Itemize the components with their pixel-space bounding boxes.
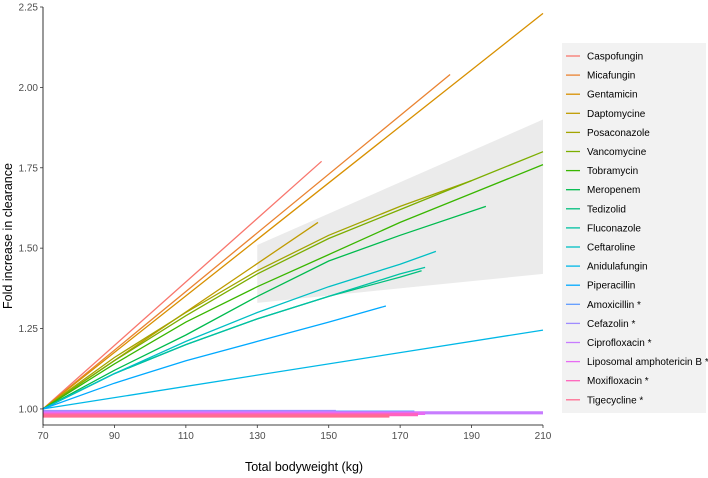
x-axis-title: Total bodyweight (kg) xyxy=(245,460,363,474)
legend-label-11: Ceftaroline xyxy=(587,243,636,254)
y-tick-label: 2.00 xyxy=(19,83,39,94)
y-tick-label: 1.75 xyxy=(19,163,39,174)
legend-label-14: Amoxicillin * xyxy=(587,300,641,311)
legend-label-18: Moxifloxacin * xyxy=(587,376,649,387)
legend: Caspofungin Micafungin Gentamicin Daptomyci… xyxy=(566,52,708,406)
legend-label-4: Daptomycine xyxy=(587,109,646,120)
legend-label-3: Gentamicin xyxy=(587,90,638,101)
series-line-7 xyxy=(42,163,544,410)
y-tick-label: 2.25 xyxy=(19,3,39,14)
reference-band-layer xyxy=(257,119,543,303)
series-line-5 xyxy=(42,179,472,410)
legend-label-17: Liposomal amphotericin B * xyxy=(587,357,708,368)
y-tick-label: 1.00 xyxy=(19,404,39,415)
x-tick-layer: 70 90 110 130 150 170 190 210 xyxy=(37,425,552,442)
legend-panel xyxy=(562,43,706,413)
series-line-12 xyxy=(42,329,544,410)
x-tick-label: 70 xyxy=(37,431,49,442)
series-line-3 xyxy=(42,12,544,410)
y-axis-title: Fold increase in clearance xyxy=(1,163,15,309)
legend-label-19: Tigecycline * xyxy=(587,395,643,406)
y-tick-label: 1.50 xyxy=(19,244,39,255)
legend-label-2: Micafungin xyxy=(587,71,635,82)
legend-label-12: Anidulafungin xyxy=(587,262,648,273)
series-line-13 xyxy=(42,305,387,410)
x-tick-label: 90 xyxy=(109,431,121,442)
x-tick-label: 210 xyxy=(535,431,552,442)
legend-label-16: Ciprofloxacin * xyxy=(587,338,652,349)
y-tick-layer: 1.00 1.25 1.50 1.75 2.00 2.25 xyxy=(19,3,43,415)
series-line-8 xyxy=(42,205,487,410)
x-tick-label: 150 xyxy=(320,431,337,442)
series-line-6 xyxy=(42,151,544,410)
x-tick-label: 170 xyxy=(392,431,409,442)
x-tick-label: 190 xyxy=(463,431,480,442)
legend-label-15: Cefazolin * xyxy=(587,319,635,330)
x-tick-label: 130 xyxy=(249,431,266,442)
legend-label-8: Meropenem xyxy=(587,185,640,196)
axes-layer xyxy=(42,7,543,426)
x-tick-label: 110 xyxy=(178,431,194,442)
legend-label-10: Fluconazole xyxy=(587,223,641,234)
legend-label-13: Piperacillin xyxy=(587,281,635,292)
series-line-11 xyxy=(42,250,437,410)
legend-label-1: Caspofungin xyxy=(587,52,643,63)
series-line-2 xyxy=(42,73,451,410)
legend-label-5: Posaconazole xyxy=(587,128,650,139)
series-line-1 xyxy=(42,160,323,410)
legend-label-6: Vancomycine xyxy=(587,147,647,158)
reference-band xyxy=(257,119,543,303)
series-layer xyxy=(42,12,544,418)
legend-label-9: Tedizolid xyxy=(587,204,626,215)
legend-label-7: Tobramycin xyxy=(587,166,638,177)
y-tick-label: 1.25 xyxy=(19,324,39,335)
